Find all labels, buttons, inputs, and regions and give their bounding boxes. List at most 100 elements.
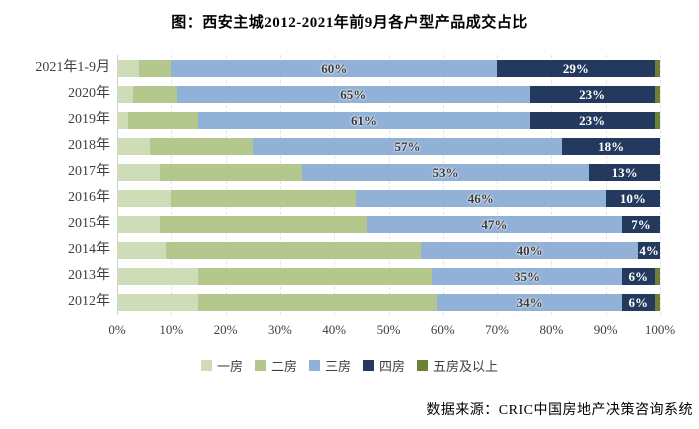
bar-segment-five-plus-room: [654, 85, 660, 103]
x-axis-tick-label: 60%: [430, 322, 455, 337]
bar-track: 46% 10%: [117, 189, 660, 207]
bar-segment-two-room: [133, 85, 177, 103]
y-axis-label: 2013年: [68, 268, 110, 283]
bar-track: 65% 23%: [117, 85, 660, 103]
bar-segment-four-room: 4%: [638, 241, 660, 259]
bar-segment-two-room: [138, 59, 172, 77]
bar-value-label: 29%: [562, 60, 589, 76]
bar-track: 53% 13%: [117, 163, 660, 181]
y-axis-label: 2017年: [68, 164, 110, 179]
bar-segment-three-room: 53%: [301, 163, 590, 181]
x-axis-tick-label: 50%: [376, 322, 401, 337]
gridline: [442, 55, 444, 315]
gridline: [551, 55, 553, 315]
bar-segment-one-room: [117, 267, 199, 285]
bar-segment-one-room: [117, 163, 161, 181]
bar-segment-five-plus-room: [654, 59, 660, 77]
bar-track: 61% 23%: [117, 111, 660, 129]
bar-value-label: 4%: [639, 242, 659, 258]
bar-segment-four-room: 13%: [589, 163, 660, 181]
bar-segment-three-room: 46%: [355, 189, 606, 207]
bar-segment-three-room: 61%: [198, 111, 530, 129]
legend-item-two-room: 二房: [254, 356, 297, 375]
bar-row: 34% 6%: [117, 289, 660, 315]
bar-row: 60% 29%: [117, 55, 660, 81]
legend-label: 四房: [379, 358, 406, 374]
y-axis-label: 2020年: [68, 86, 110, 101]
x-axis-tick-label: 40%: [322, 322, 347, 337]
bar-segment-one-room: [117, 241, 166, 259]
bar-track: 35% 6%: [117, 267, 660, 285]
bar-segment-four-room: 23%: [529, 111, 655, 129]
gridline: [497, 55, 499, 315]
legend-item-one-room: 一房: [200, 356, 243, 375]
x-axis-tick-label: 70%: [485, 322, 510, 337]
bar-value-label: 65%: [340, 86, 367, 102]
bar-segment-three-room: 57%: [252, 137, 563, 155]
gridline: [171, 55, 173, 315]
bar-track: 60% 29%: [117, 59, 660, 77]
bar-segment-three-room: 40%: [421, 241, 639, 259]
bar-segment-two-room: [149, 137, 253, 155]
bar-value-label: 7%: [631, 216, 651, 232]
bar-row: 47% 7%: [117, 211, 660, 237]
bar-segment-four-room: 7%: [621, 215, 660, 233]
bar-segment-two-room: [171, 189, 356, 207]
gridline: [605, 55, 607, 315]
bar-segment-one-room: [117, 215, 161, 233]
y-axis-label: 2021年1-9月: [35, 60, 110, 75]
bar-segment-four-room: 6%: [621, 267, 655, 285]
bar-value-label: 6%: [628, 268, 649, 284]
bar-segment-three-room: 47%: [366, 215, 622, 233]
y-axis-label: 2015年: [68, 216, 110, 231]
bar-segment-five-plus-room: [654, 111, 660, 129]
x-axis-tick-label: 100%: [644, 322, 676, 337]
bar-value-label: 57%: [394, 138, 421, 154]
y-axis-label: 2012年: [68, 294, 110, 309]
bar-segment-four-room: 6%: [621, 293, 655, 311]
x-axis-tick-label: 20%: [213, 322, 238, 337]
bar-segment-two-room: [198, 293, 438, 311]
legend-label: 三房: [324, 358, 351, 374]
x-axis-tick-label: 0%: [108, 322, 126, 337]
bar-segment-four-room: 23%: [529, 85, 655, 103]
gridline: [660, 55, 661, 315]
bar-value-label: 53%: [432, 164, 459, 180]
plot-area: 60% 29% 65% 23% 61% 23% 57% 18% 53% 13% 46% 10% 47% 7…: [117, 55, 661, 315]
bar-value-label: 60%: [321, 60, 348, 76]
bar-segment-two-room: [198, 267, 432, 285]
bar-track: 34% 6%: [117, 293, 660, 311]
bar-row: 65% 23%: [117, 81, 660, 107]
bar-segment-four-room: 10%: [605, 189, 660, 207]
bar-value-label: 40%: [516, 242, 543, 258]
bar-segment-five-plus-room: [654, 293, 660, 311]
legend-item-four-room: 四房: [363, 356, 405, 375]
x-axis-tick-label: 90%: [593, 322, 618, 337]
bar-segment-two-room: [160, 215, 367, 233]
bar-segment-four-room: 18%: [562, 137, 660, 155]
x-axis: 0% 10% 20% 30% 40% 50% 60% 70% 80% 90% 100%: [108, 322, 675, 340]
bar-row: 53% 13%: [117, 159, 660, 185]
gridline: [388, 55, 390, 315]
bar-value-label: 47%: [481, 216, 508, 232]
bar-segment-four-room: 29%: [497, 59, 655, 77]
legend-label: 二房: [270, 358, 297, 374]
legend-item-five-plus-room: 五房及以上: [417, 356, 498, 375]
bar-value-label: 18%: [598, 138, 625, 154]
y-axis-label: 2019年: [68, 112, 110, 127]
bar-value-label: 13%: [611, 164, 638, 180]
bar-value-label: 10%: [619, 190, 646, 206]
bar-row: 61% 23%: [117, 107, 660, 133]
legend: 一房 二房 三房 四房 五房及以上: [0, 356, 699, 374]
bar-segment-one-room: [117, 85, 134, 103]
legend-swatch-icon: [200, 359, 212, 371]
bar-segment-two-room: [165, 241, 422, 259]
bar-row: 40% 4%: [117, 237, 660, 263]
gridline: [334, 55, 336, 315]
bar-segment-one-room: [117, 189, 172, 207]
bar-value-label: 46%: [467, 190, 494, 206]
bar-segment-three-room: 35%: [431, 267, 622, 285]
legend-item-three-room: 三房: [308, 356, 351, 375]
bar-segment-two-room: [127, 111, 199, 129]
bar-value-label: 23%: [579, 112, 606, 128]
